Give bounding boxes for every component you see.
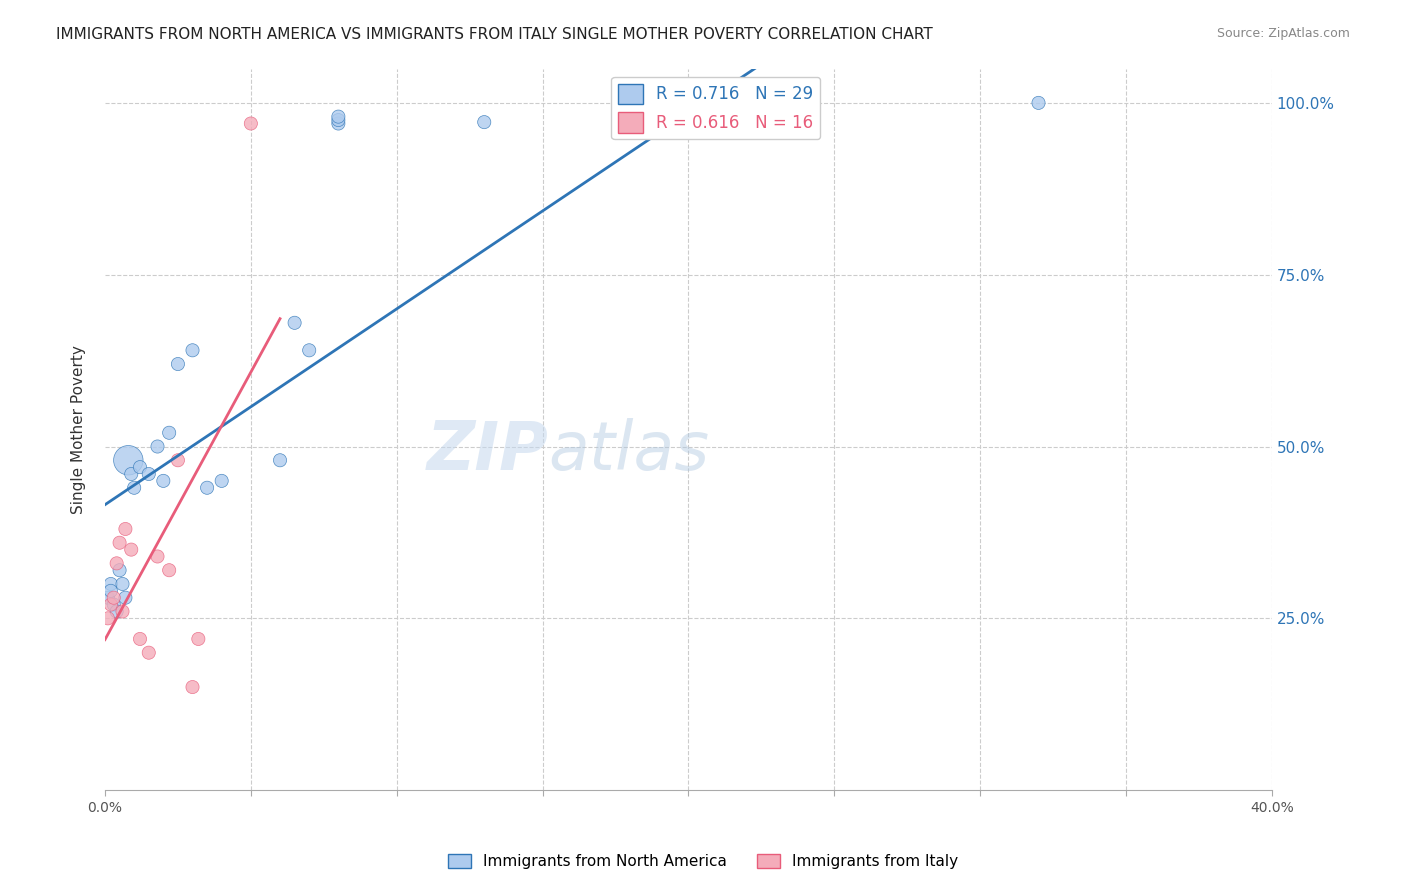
Point [211, 474, 233, 488]
Point [122, 481, 145, 495]
Point [97, 611, 120, 625]
Point [284, 316, 307, 330]
Legend: Immigrants from North America, Immigrants from Italy: Immigrants from North America, Immigrant… [441, 848, 965, 875]
Point [472, 115, 495, 129]
Point [269, 453, 291, 467]
Point [1028, 95, 1050, 110]
Point [114, 591, 136, 605]
Point [129, 632, 152, 646]
Point [117, 453, 139, 467]
Point [105, 557, 128, 571]
Point [105, 604, 128, 618]
Point [187, 632, 209, 646]
Point [129, 460, 152, 475]
Point [111, 577, 134, 591]
Point [239, 116, 262, 130]
Point [120, 542, 142, 557]
Point [167, 357, 190, 371]
Point [103, 598, 125, 612]
Point [108, 535, 131, 549]
Point [111, 604, 134, 618]
Point [146, 440, 169, 454]
Point [108, 563, 131, 577]
Point [298, 343, 321, 358]
Point [328, 116, 350, 130]
Point [181, 343, 204, 358]
Text: atlas: atlas [548, 418, 710, 484]
Point [328, 110, 350, 124]
Point [157, 425, 180, 440]
Point [97, 591, 120, 605]
Point [152, 474, 174, 488]
Y-axis label: Single Mother Poverty: Single Mother Poverty [72, 345, 86, 514]
Point [328, 113, 350, 128]
Point [114, 522, 136, 536]
Text: IMMIGRANTS FROM NORTH AMERICA VS IMMIGRANTS FROM ITALY SINGLE MOTHER POVERTY COR: IMMIGRANTS FROM NORTH AMERICA VS IMMIGRA… [56, 27, 934, 42]
Point [103, 591, 125, 605]
Point [678, 103, 700, 117]
Point [195, 481, 218, 495]
Point [146, 549, 169, 564]
Point [100, 598, 122, 612]
Point [138, 646, 160, 660]
Point [157, 563, 180, 577]
Point [167, 453, 190, 467]
Point [100, 577, 122, 591]
Text: Source: ZipAtlas.com: Source: ZipAtlas.com [1216, 27, 1350, 40]
Point [100, 583, 122, 598]
Point [120, 467, 142, 481]
Legend: R = 0.716   N = 29, R = 0.616   N = 16: R = 0.716 N = 29, R = 0.616 N = 16 [612, 77, 820, 139]
Text: ZIP: ZIP [426, 418, 548, 484]
Point [181, 680, 204, 694]
Point [138, 467, 160, 481]
